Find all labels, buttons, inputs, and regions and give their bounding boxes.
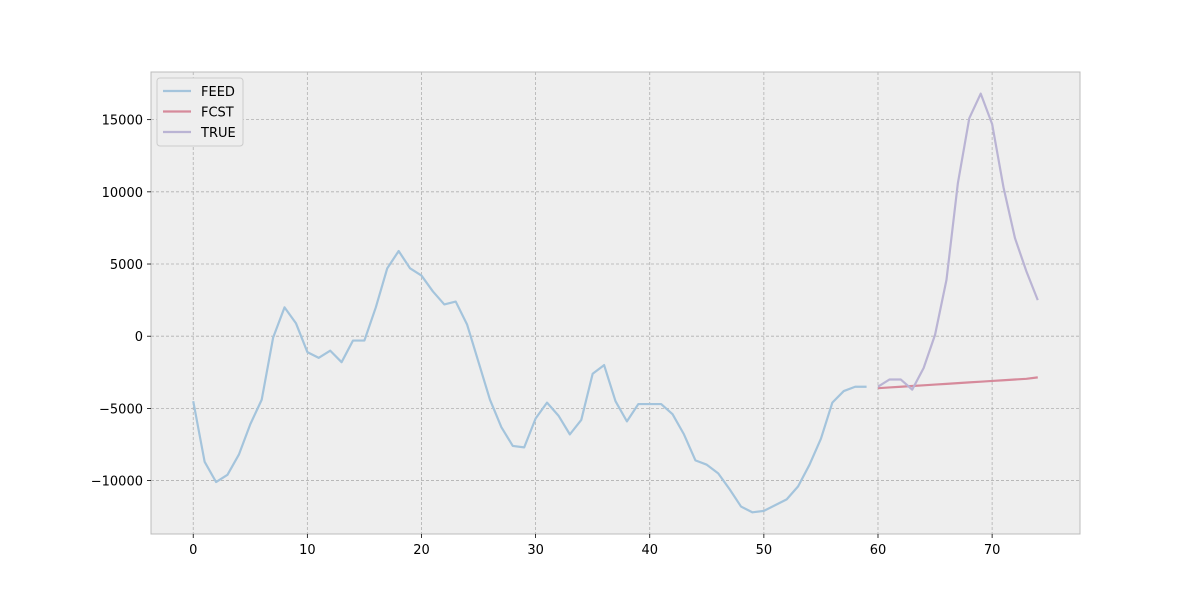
- x-tick-label: 70: [984, 543, 1001, 558]
- legend-box: [156, 77, 244, 147]
- legend-label-true: TRUE: [200, 126, 236, 141]
- y-tick-label: 5000: [110, 258, 143, 273]
- y-tick-label: 0: [135, 330, 143, 345]
- x-tick-label: 0: [189, 543, 197, 558]
- series-line-fcst: [877, 376, 1038, 390]
- series-line-true: [877, 92, 1039, 391]
- y-tick-label: 15000: [102, 114, 143, 129]
- y-axis: −10000 −5000 0 5000 10000 15000: [91, 114, 151, 490]
- grid: [151, 72, 1080, 534]
- plot-area: [151, 72, 1080, 534]
- series-line-feed: [192, 249, 867, 514]
- y-tick-label: −5000: [99, 402, 143, 417]
- x-tick-label: 50: [756, 543, 773, 558]
- x-tick-label: 30: [527, 543, 544, 558]
- x-axis: 0 10 20 30 40 50 60 70: [189, 534, 1000, 558]
- x-tick-label: 60: [870, 543, 887, 558]
- x-tick-label: 20: [413, 543, 430, 558]
- y-tick-label: −10000: [91, 475, 143, 490]
- x-tick-label: 10: [299, 543, 316, 558]
- legend-label-fcst: FCST: [201, 106, 234, 121]
- plot-frame: [150, 71, 1081, 535]
- x-tick-label: 40: [641, 543, 658, 558]
- series-layer: [192, 92, 1039, 514]
- legend: FEED FCST TRUE: [156, 77, 244, 147]
- y-tick-label: 10000: [102, 186, 143, 201]
- legend-label-feed: FEED: [201, 85, 235, 100]
